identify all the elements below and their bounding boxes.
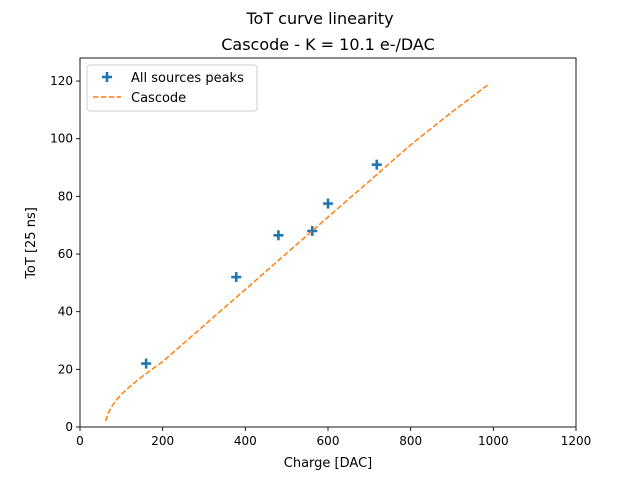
x-tick-label: 0	[76, 434, 84, 448]
x-tick-label: 1000	[478, 434, 509, 448]
chart-subtitle: Cascode - K = 10.1 e-/DAC	[221, 35, 435, 54]
data-point	[273, 230, 284, 241]
x-tick-label: 800	[399, 434, 422, 448]
y-tick-label: 40	[58, 305, 73, 319]
data-point	[141, 358, 152, 369]
x-axis-label: Charge [DAC]	[284, 456, 372, 471]
y-axis-label: ToT [25 ns]	[24, 207, 39, 280]
axes: 0 200 400 600 800 1000 1200 0 20 40 60 80 100 120	[50, 57, 592, 448]
legend-entry-label: All sources peaks	[131, 71, 244, 86]
y-tick-label: 120	[50, 74, 73, 88]
y-tick-label: 20	[58, 362, 73, 376]
x-tick-label: 400	[234, 434, 257, 448]
y-tick-label: 0	[65, 420, 73, 434]
series-line-1	[104, 83, 490, 422]
x-tick-label: 200	[151, 434, 174, 448]
legend-entry-label: Cascode	[131, 91, 186, 106]
chart-title: ToT curve linearity	[245, 9, 393, 28]
plot-area	[104, 83, 490, 422]
x-tick-label: 600	[317, 434, 340, 448]
plot-frame	[79, 57, 577, 428]
data-point	[371, 159, 382, 170]
data-point	[231, 272, 242, 283]
legend-box	[86, 64, 258, 112]
x-tick-label: 1200	[561, 434, 592, 448]
data-point	[323, 198, 333, 209]
y-tick-label: 80	[58, 189, 73, 203]
legend: All sources peaks Cascode	[86, 64, 258, 112]
y-tick-label: 60	[58, 247, 73, 261]
y-tick-label: 100	[50, 132, 73, 146]
data-point	[307, 225, 318, 236]
